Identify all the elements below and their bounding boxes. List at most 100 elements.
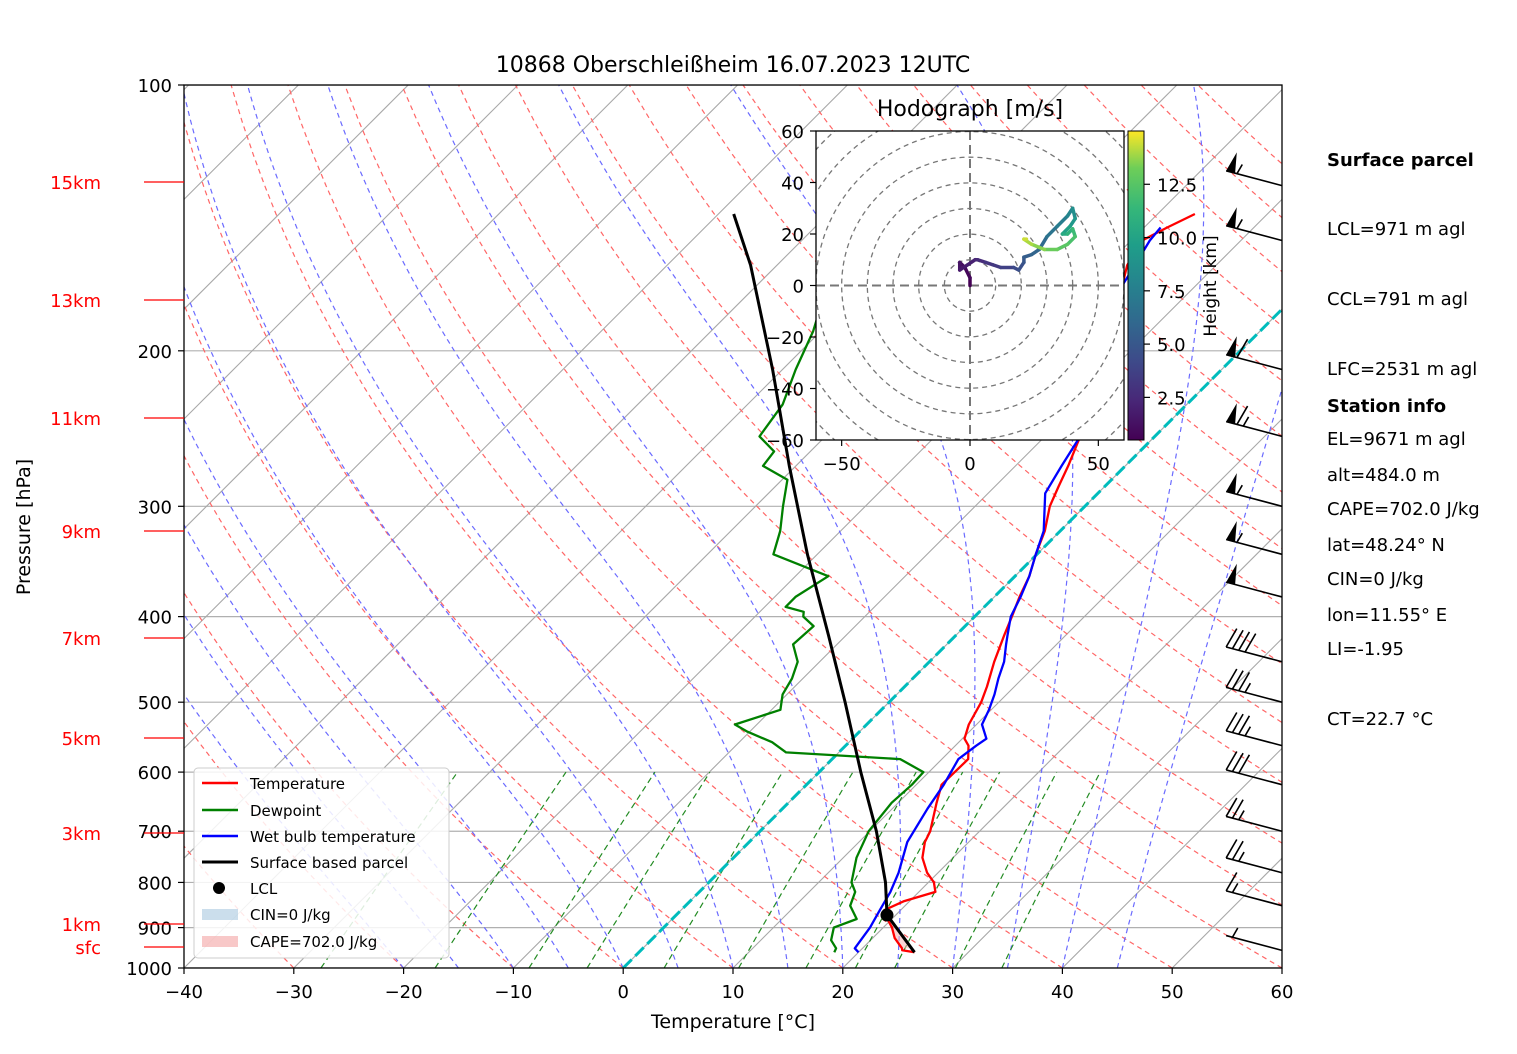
wind-barb-flag bbox=[1225, 751, 1238, 771]
wind-barb-flag bbox=[1225, 839, 1238, 859]
y-tick-label: 300 bbox=[138, 497, 172, 518]
wind-barb-flag bbox=[1244, 633, 1257, 653]
wind-barb bbox=[1225, 712, 1283, 747]
colorbar-tick-label: 2.5 bbox=[1157, 388, 1186, 409]
station-info-lat: lat=48.24° N bbox=[1327, 535, 1445, 557]
wind-barb-staff bbox=[1225, 769, 1283, 786]
wind-barb-halfflag bbox=[1236, 532, 1243, 543]
hodograph-y-tick-label: 0 bbox=[793, 277, 804, 298]
y-tick-label: 1000 bbox=[126, 959, 172, 980]
hodograph-y-tick-label: 20 bbox=[781, 225, 804, 246]
hodograph-title: Hodograph [m/s] bbox=[877, 97, 1063, 122]
wind-barb-pennant bbox=[1226, 521, 1237, 542]
mixing-ratio-line bbox=[805, 771, 917, 968]
dry-adiabat-line bbox=[184, 120, 844, 968]
y-tick-label: 900 bbox=[138, 919, 172, 940]
station-info-lon: lon=11.55° E bbox=[1327, 605, 1448, 627]
isotherm-line bbox=[842, 528, 1282, 968]
zero-degree-isotherm bbox=[622, 307, 1282, 968]
moist-adiabat-line bbox=[956, 85, 1074, 968]
wind-barb-staff bbox=[1225, 420, 1283, 438]
surface-parcel-ct: CT=22.7 °C bbox=[1327, 708, 1434, 730]
wind-barb-staff bbox=[1225, 934, 1283, 952]
colorbar-tick-label: 7.5 bbox=[1157, 282, 1186, 303]
moist-adiabat-line bbox=[1061, 85, 1205, 968]
mixing-ratio-line bbox=[434, 771, 567, 968]
wind-barb-staff bbox=[1225, 815, 1283, 832]
mixing-ratio-line bbox=[663, 771, 784, 968]
height-label: sfc bbox=[75, 938, 101, 959]
wind-barb bbox=[1225, 839, 1283, 874]
hodograph-segment bbox=[1055, 214, 1070, 229]
wind-barb bbox=[1225, 751, 1283, 786]
wind-barb bbox=[1225, 668, 1283, 703]
wind-barb-flag bbox=[1225, 712, 1238, 732]
wind-barb-staff bbox=[1225, 224, 1283, 242]
height-label: 3km bbox=[62, 824, 101, 845]
legend-label-cape: CAPE=702.0 J/kg bbox=[250, 933, 377, 951]
wind-barb-halfflag bbox=[1242, 416, 1250, 427]
hodograph-y-tick-label: 60 bbox=[781, 122, 804, 143]
height-label: 11km bbox=[50, 409, 101, 430]
wind-barb bbox=[1225, 152, 1283, 187]
x-tick-label: 10 bbox=[722, 982, 745, 1003]
x-tick-label: −30 bbox=[275, 982, 313, 1003]
moist-adiabat-line bbox=[184, 90, 679, 968]
isotherm-line bbox=[732, 418, 1282, 968]
hodograph-segment bbox=[1065, 234, 1077, 247]
isotherm-line bbox=[184, 85, 848, 750]
dry-adiabat-line bbox=[344, 85, 1173, 968]
dry-adiabat-line bbox=[514, 85, 1282, 844]
hodograph-x-tick-label: 50 bbox=[1087, 454, 1110, 475]
legend: Temperature Dewpoint Wet bulb temperatur… bbox=[193, 767, 450, 959]
y-axis-label: Pressure [hPa] bbox=[13, 459, 35, 595]
wind-barb-flag bbox=[1231, 670, 1244, 690]
wind-barb-flag bbox=[1231, 713, 1244, 733]
lcl-marker bbox=[880, 908, 894, 922]
wind-barb-pennant bbox=[1226, 336, 1237, 358]
station-info-title: Station info bbox=[1327, 395, 1447, 417]
wind-barb bbox=[1225, 521, 1283, 556]
mixing-ratio-line bbox=[528, 771, 656, 968]
wind-barb-halfflag bbox=[1238, 851, 1245, 862]
wind-barb-staff bbox=[1225, 490, 1283, 508]
surface-parcel-cape: CAPE=702.0 J/kg bbox=[1327, 499, 1480, 521]
hodograph-y-tick-label: −20 bbox=[766, 328, 804, 349]
mixing-ratio-line bbox=[738, 771, 854, 968]
legend-swatch-cape bbox=[202, 936, 238, 947]
wind-barb bbox=[1225, 563, 1283, 598]
dry-adiabat-line bbox=[230, 85, 953, 968]
wind-barb bbox=[1225, 628, 1283, 663]
dry-adiabat-line bbox=[287, 85, 1063, 968]
hodograph: Hodograph [m/s] −50 0 50 60 40 20 0 −20 −40 −60 2… bbox=[766, 97, 1221, 475]
wind-barb bbox=[1225, 336, 1283, 371]
isotherm-line bbox=[184, 85, 519, 420]
wind-barb-pennant bbox=[1226, 473, 1237, 494]
height-label: 7km bbox=[62, 629, 101, 650]
parcel-line bbox=[732, 213, 916, 954]
x-tick-label: −40 bbox=[165, 982, 203, 1003]
x-tick-label: 40 bbox=[1051, 982, 1074, 1003]
legend-label-cin: CIN=0 J/kg bbox=[250, 906, 331, 924]
legend-label-parcel: Surface based parcel bbox=[250, 854, 408, 872]
surface-parcel-li: LI=-1.95 bbox=[1327, 638, 1404, 660]
legend-swatch-lcl bbox=[213, 882, 225, 894]
mixing-ratio-line bbox=[854, 771, 964, 968]
wind-barb-halfflag bbox=[1238, 810, 1245, 821]
isotherm-line bbox=[1062, 747, 1282, 968]
wind-barb-flag bbox=[1236, 338, 1249, 358]
wind-barb-flag bbox=[1231, 799, 1244, 819]
moist-adiabat-line bbox=[558, 85, 902, 968]
legend-swatch-cin bbox=[202, 909, 238, 920]
height-label: 9km bbox=[62, 522, 101, 543]
wind-barb-pennant bbox=[1226, 403, 1237, 424]
wind-barb-flag bbox=[1231, 629, 1244, 650]
hodograph-segment bbox=[1055, 242, 1070, 252]
wind-barb bbox=[1225, 797, 1283, 832]
wind-barb-staff bbox=[1225, 170, 1283, 187]
mixing-ratio-line bbox=[894, 771, 1001, 968]
moist-adiabat-line bbox=[1116, 386, 1282, 968]
dry-adiabat-line bbox=[184, 454, 624, 968]
x-tick-label: 50 bbox=[1161, 982, 1184, 1003]
x-tick-label: 20 bbox=[831, 982, 854, 1003]
